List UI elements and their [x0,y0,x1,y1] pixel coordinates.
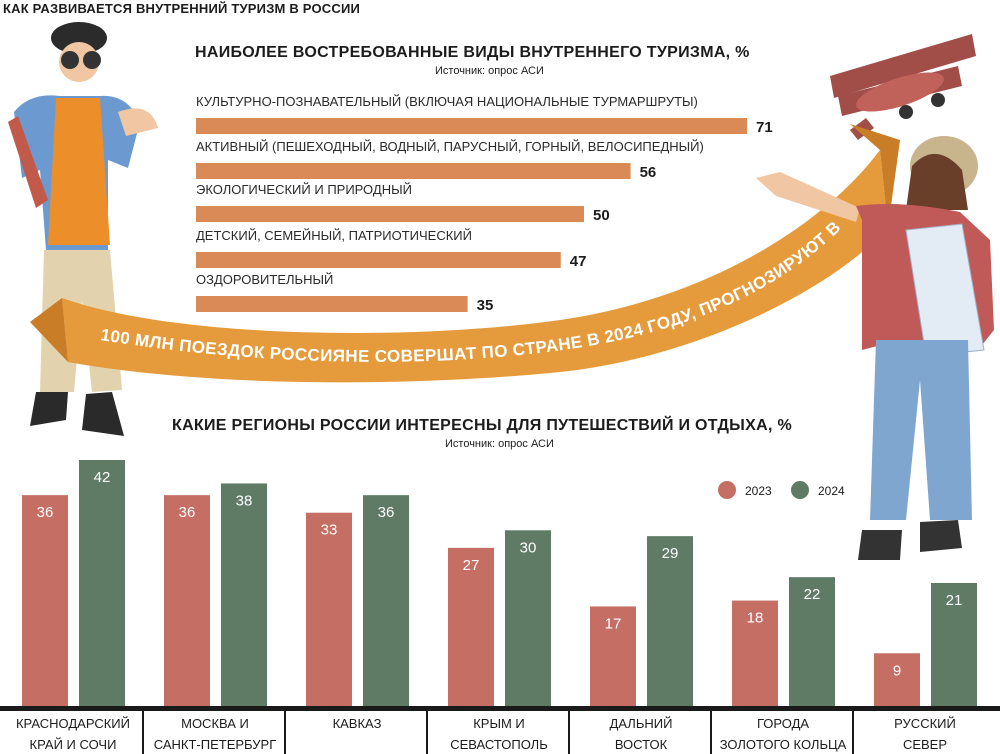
bar-value-label: 9 [893,662,901,679]
top-value-label: 50 [593,207,610,224]
top-bar [196,163,631,179]
top-bar [196,206,585,222]
bar-2024 [505,530,551,706]
top-bar [196,296,468,312]
x-axis-line [0,706,1000,711]
region-label: СЕВЕР [903,737,947,752]
top-bar [196,118,747,134]
legend-swatch-2024 [791,481,809,499]
group-separator [284,706,286,754]
region-label: КАВКАЗ [333,716,382,731]
region-label: ДАЛЬНИЙ [610,716,673,731]
top-category-label: ДЕТСКИЙ, СЕМЕЙНЫЙ, ПАТРИОТИЧЕСКИЙ [196,228,472,243]
group-separator [568,706,570,754]
bar-value-label: 21 [946,592,963,609]
bar-value-label: 22 [804,586,821,603]
region-label: РУССКИЙ [894,716,956,731]
bar-value-label: 27 [463,557,480,574]
group-separator [852,706,854,754]
region-label: САНКТ-ПЕТЕРБУРГ [154,737,277,752]
bar-value-label: 36 [179,504,196,521]
bottom-chart-source: Источник: опрос АСИ [445,438,554,450]
region-label: КРАЙ И СОЧИ [30,737,117,752]
biplane-illustration [830,34,976,140]
bar-value-label: 17 [605,615,622,632]
bar-2024 [363,495,409,706]
bar-2023 [306,512,352,706]
top-value-label: 56 [640,164,657,181]
bar-value-label: 18 [747,610,764,627]
legend-label: 2024 [818,484,845,498]
top-category-label: АКТИВНЫЙ (ПЕШЕХОДНЫЙ, ВОДНЫЙ, ПАРУСНЫЙ, … [196,139,704,154]
bar-2023 [732,600,778,706]
bar-2024 [647,536,693,706]
bar-2023 [164,495,210,706]
bar-2024 [79,460,125,706]
region-label: МОСКВА И [181,716,249,731]
group-separator [142,706,144,754]
region-label: ГОРОДА [757,716,809,731]
bar-2024 [931,583,977,706]
bar-2024 [789,577,835,706]
bar-value-label: 36 [37,504,54,521]
bottom-chart-title: КАКИЕ РЕГИОНЫ РОССИИ ИНТЕРЕСНЫ ДЛЯ ПУТЕШ… [172,417,792,434]
chart-legend: 2023 2024 [718,481,845,499]
top-category-label: КУЛЬТУРНО-ПОЗНАВАТЕЛЬНЫЙ (ВКЛЮЧАЯ НАЦИОН… [196,94,698,109]
top-category-label: ОЗДОРОВИТЕЛЬНЫЙ [196,272,333,287]
bar-2023 [22,495,68,706]
region-label: КРАСНОДАРСКИЙ [16,716,130,731]
region-label: ВОСТОК [615,737,668,752]
bar-value-label: 29 [662,545,679,562]
bar-2023 [590,606,636,706]
region-label: КРЫМ И [473,716,525,731]
top-value-label: 35 [477,297,494,314]
bar-value-label: 42 [94,469,111,486]
region-label: СЕВАСТОПОЛЬ [450,737,547,752]
bar-value-label: 38 [236,492,253,509]
bar-value-label: 30 [520,539,537,556]
page-header-title: КАК РАЗВИВАЕТСЯ ВНУТРЕННИЙ ТУРИЗМ В РОСС… [3,1,361,16]
top-bar [196,252,561,268]
tourist-map-illustration [756,136,994,560]
group-separator [710,706,712,754]
top-value-label: 71 [756,119,773,136]
group-separator [426,706,428,754]
top-category-label: ЭКОЛОГИЧЕСКИЙ И ПРИРОДНЫЙ [196,182,412,197]
bar-2023 [448,547,494,706]
bar-2023 [874,653,920,706]
bar-2024 [221,483,267,706]
top-value-label: 47 [570,253,587,270]
region-label: ЗОЛОТОГО КОЛЬЦА [720,737,847,752]
bar-value-label: 33 [321,522,338,539]
legend-label: 2023 [745,484,772,498]
top-chart-title: НАИБОЛЕЕ ВОСТРЕБОВАННЫЕ ВИДЫ ВНУТРЕННЕГО… [195,44,750,61]
bar-value-label: 36 [378,504,395,521]
legend-swatch-2023 [718,481,736,499]
top-chart-source: Источник: опрос АСИ [435,65,544,77]
